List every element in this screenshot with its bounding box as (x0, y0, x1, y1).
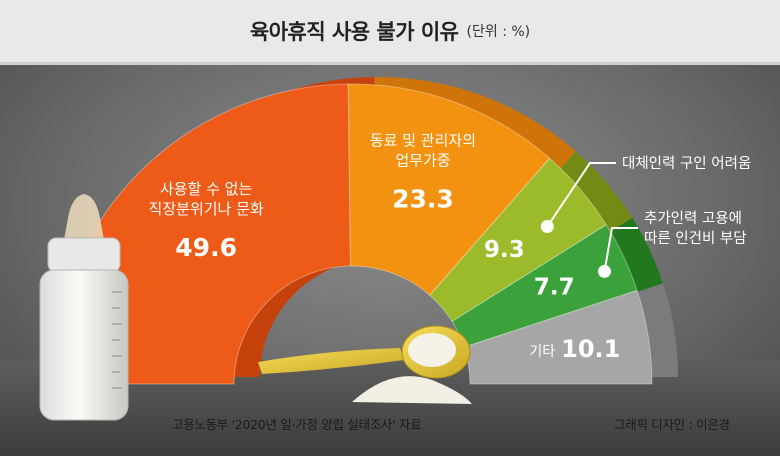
slice-label-1: 직장분위기나 문화 (149, 200, 264, 218)
slice-4 (451, 224, 638, 348)
slice-label-4: 따른 인건비 부담 (644, 230, 747, 247)
callout-line-3 (546, 162, 616, 228)
credit-note: 그래픽 디자인 : 이은경 (614, 417, 730, 432)
slice-2 (347, 83, 551, 296)
unit-label: (단위 : %) (466, 24, 531, 40)
slice-value-1: 49.6 (175, 233, 237, 262)
slice-label-5: 기타 (529, 344, 555, 360)
slice-3 (429, 157, 607, 323)
slice-value-2: 23.3 (392, 185, 454, 214)
slice-label-2: 업무가중 (395, 152, 450, 170)
slice-value-3: 9.3 (484, 237, 525, 263)
title-bar: 육아휴직 사용 불가 이유 (단위 : %) (0, 0, 780, 65)
baby-bottle-illustration (39, 194, 129, 421)
slice-label-2: 동료 및 관리자의 (370, 132, 476, 150)
slice-value-5: 10.1 (561, 335, 620, 363)
callout-line-4 (603, 227, 638, 272)
slice-value-4: 7.7 (534, 274, 575, 300)
callout-dot-3 (540, 220, 554, 234)
source-note: 고용노동부 '2020년 일·가정 양립 실태조사' 자료 (172, 417, 422, 432)
slice-label-1: 사용할 수 없는 (160, 180, 253, 198)
callout-dot-4 (597, 264, 611, 278)
milk-powder-illustration (258, 325, 472, 404)
chart-title: 육아휴직 사용 불가 이유 (249, 20, 459, 44)
slice-label-3: 대체인력 구인 어려움 (622, 155, 751, 172)
slice-label-4: 추가인력 고용에 (644, 210, 742, 227)
